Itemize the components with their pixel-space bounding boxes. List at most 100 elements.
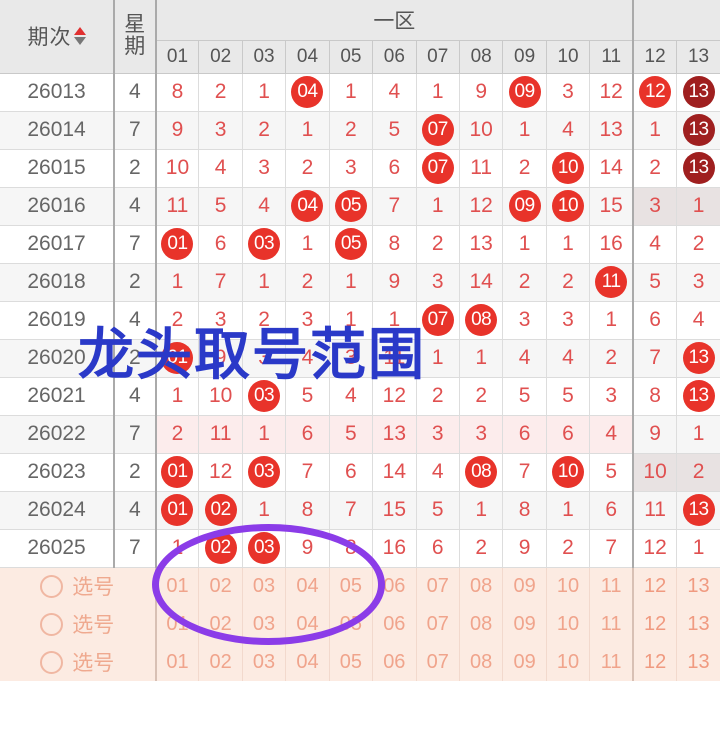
cell-period[interactable]: 26016 xyxy=(0,187,116,226)
column-header-04[interactable]: 04 xyxy=(285,40,330,74)
pick-row[interactable]: 选号 01 02 03 04 05 06 07 08 09 10 11 12 13 xyxy=(0,567,720,605)
cell-period[interactable]: 26025 xyxy=(0,529,116,568)
pick-number-cell[interactable]: 03 xyxy=(242,567,287,605)
column-header-08[interactable]: 08 xyxy=(459,40,504,74)
cell-number: 9 xyxy=(459,73,504,112)
pick-number-cell[interactable]: 09 xyxy=(502,567,547,605)
table-row: 26020 2 01 9 3 4 3 11 1 1 4 4 2 7 13 xyxy=(0,339,720,378)
pick-number-cell[interactable]: 09 xyxy=(502,605,547,643)
marked-number-bubble: 01 xyxy=(161,228,194,260)
marked-number-bubble: 04 xyxy=(291,190,324,222)
cell-number: 6 xyxy=(546,415,591,454)
pick-row-label-cell[interactable]: 选号 xyxy=(0,605,157,643)
cell-week: 2 xyxy=(114,263,157,302)
triangle-up-icon[interactable] xyxy=(73,27,86,36)
pick-number-cell[interactable]: 13 xyxy=(676,643,720,681)
pick-number-cell[interactable]: 13 xyxy=(676,605,720,643)
pick-number-cell[interactable]: 12 xyxy=(632,605,678,643)
pick-row[interactable]: 选号 01 02 03 04 05 06 07 08 09 10 11 12 13 xyxy=(0,605,720,643)
column-header-05[interactable]: 05 xyxy=(329,40,374,74)
cell-number: 5 xyxy=(372,111,417,150)
period-column-header[interactable]: 期次 xyxy=(0,0,116,74)
cell-period[interactable]: 26022 xyxy=(0,415,116,454)
marked-number-bubble: 08 xyxy=(465,456,498,488)
column-header-13[interactable]: 13 xyxy=(676,40,720,74)
cell-number: 7 xyxy=(589,529,634,568)
cell-period[interactable]: 26024 xyxy=(0,491,116,530)
pick-number-cell[interactable]: 11 xyxy=(589,567,634,605)
pick-number-cell[interactable]: 06 xyxy=(372,567,417,605)
pick-number-cell[interactable]: 05 xyxy=(329,605,374,643)
table-row: 26014 7 9 3 2 1 2 5 07 10 1 4 13 1 13 xyxy=(0,111,720,150)
cell-period[interactable]: 26023 xyxy=(0,453,116,492)
sort-control[interactable] xyxy=(73,27,86,46)
radio-circle-icon[interactable] xyxy=(40,612,64,636)
cell-period[interactable]: 26014 xyxy=(0,111,116,150)
column-header-09[interactable]: 09 xyxy=(502,40,547,74)
pick-number-cell[interactable]: 11 xyxy=(589,605,634,643)
pick-number-cell[interactable]: 02 xyxy=(198,643,243,681)
column-header-10[interactable]: 10 xyxy=(546,40,591,74)
pick-number-cell[interactable]: 03 xyxy=(242,605,287,643)
pick-number-cell[interactable]: 07 xyxy=(416,643,460,681)
week-column-header[interactable]: 星期 xyxy=(114,0,157,74)
pick-number-cell[interactable]: 03 xyxy=(242,643,287,681)
pick-number-cell[interactable]: 10 xyxy=(546,643,591,681)
column-header-03[interactable]: 03 xyxy=(242,40,287,74)
cell-number: 2 xyxy=(676,225,720,264)
pick-number-cell[interactable]: 04 xyxy=(285,605,330,643)
column-header-06[interactable]: 06 xyxy=(372,40,417,74)
pick-row-label: 选号 xyxy=(72,652,115,675)
pick-number-cell[interactable]: 02 xyxy=(198,605,243,643)
pick-number-cell[interactable]: 09 xyxy=(502,643,547,681)
pick-number-cell[interactable]: 08 xyxy=(459,567,504,605)
cell-number: 6 xyxy=(372,149,417,188)
cell-number: 4 xyxy=(676,301,720,340)
column-header-07[interactable]: 07 xyxy=(416,40,460,74)
cell-period[interactable]: 26020 xyxy=(0,339,116,378)
pick-number-cell[interactable]: 12 xyxy=(632,643,678,681)
cell-number: 2 xyxy=(676,453,720,492)
column-header-12[interactable]: 12 xyxy=(632,40,678,74)
cell-number: 1 xyxy=(155,263,200,302)
pick-number-cell[interactable]: 04 xyxy=(285,643,330,681)
pick-number-cell[interactable]: 07 xyxy=(416,567,460,605)
radio-circle-icon[interactable] xyxy=(40,574,64,598)
pick-number-cell[interactable]: 05 xyxy=(329,643,374,681)
cell-period[interactable]: 26018 xyxy=(0,263,116,302)
pick-number-cell[interactable]: 10 xyxy=(546,605,591,643)
pick-number-cell[interactable]: 08 xyxy=(459,643,504,681)
pick-number-cell[interactable]: 02 xyxy=(198,567,243,605)
cell-period[interactable]: 26017 xyxy=(0,225,116,264)
cell-period[interactable]: 26013 xyxy=(0,73,116,112)
pick-row-label-cell[interactable]: 选号 xyxy=(0,643,157,681)
cell-period[interactable]: 26021 xyxy=(0,377,116,416)
pick-row-label-cell[interactable]: 选号 xyxy=(0,567,157,605)
pick-number-cell[interactable]: 10 xyxy=(546,567,591,605)
pick-number-cell[interactable]: 08 xyxy=(459,605,504,643)
cell-number: 1 xyxy=(502,111,547,150)
pick-number-cell[interactable]: 13 xyxy=(676,567,720,605)
pick-row[interactable]: 选号 01 02 03 04 05 06 07 08 09 10 11 12 13 xyxy=(0,643,720,681)
pick-number-cell[interactable]: 12 xyxy=(632,567,678,605)
pick-number-cell[interactable]: 06 xyxy=(372,605,417,643)
triangle-down-icon[interactable] xyxy=(73,37,86,46)
column-header-11[interactable]: 11 xyxy=(589,40,634,74)
pick-number-cell[interactable]: 11 xyxy=(589,643,634,681)
cell-period[interactable]: 26015 xyxy=(0,149,116,188)
cell-number: 4 xyxy=(198,149,243,188)
pick-number-cell[interactable]: 04 xyxy=(285,567,330,605)
column-header-02[interactable]: 02 xyxy=(198,40,243,74)
pick-number-cell[interactable]: 07 xyxy=(416,605,460,643)
cell-week: 7 xyxy=(114,225,157,264)
pick-number-cell[interactable]: 01 xyxy=(155,567,200,605)
cell-number: 3 xyxy=(198,301,243,340)
column-header-01[interactable]: 01 xyxy=(155,40,200,74)
cell-number: 4 xyxy=(546,339,591,378)
cell-period[interactable]: 26019 xyxy=(0,301,116,340)
pick-number-cell[interactable]: 01 xyxy=(155,605,200,643)
pick-number-cell[interactable]: 01 xyxy=(155,643,200,681)
radio-circle-icon[interactable] xyxy=(40,650,64,674)
pick-number-cell[interactable]: 05 xyxy=(329,567,374,605)
pick-number-cell[interactable]: 06 xyxy=(372,643,417,681)
